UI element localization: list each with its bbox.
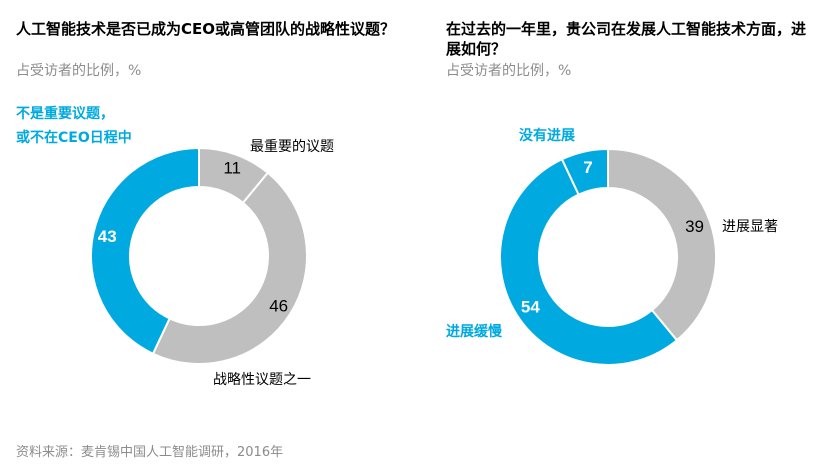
chart2-label-significant: 进展显著 [722, 219, 778, 235]
slice-value-label: 11 [223, 158, 241, 177]
donut-chart-ai-progress: 39 54 7 [499, 147, 717, 366]
donut-slice [499, 157, 679, 366]
chart1-subtitle: 占受访者的比例，% [16, 63, 142, 79]
source-footnote: 资料来源：麦肯锡中国人工智能调研，2016年 [16, 445, 284, 460]
donut-slice [560, 147, 609, 196]
chart1-label-top-agenda: 最重要的议题 [250, 139, 334, 155]
donut-chart-strategic-agenda: 11 46 43 [90, 146, 308, 365]
chart1-blue-label-line1: 不是重要议题， [16, 106, 114, 122]
chart2-label-slow: 进展缓慢 [446, 324, 502, 340]
chart2-title: 在过去的一年里，贵公司在发展人工智能技术方面，进展如何？ [446, 20, 807, 58]
donut-slice [90, 146, 200, 356]
slice-value-label: 46 [269, 296, 288, 315]
slice-value-label: 43 [98, 227, 117, 246]
slice-value-label: 39 [685, 217, 704, 236]
chart2-subtitle: 占受访者的比例，% [446, 63, 572, 79]
chart1-title: 人工智能技术是否已成为CEO或高管团队的战略性议题？ [16, 20, 396, 38]
chart2-label-no-progress: 没有进展 [519, 128, 575, 144]
donut-slice [151, 171, 308, 365]
donut-slice [607, 147, 717, 342]
chart1-blue-label-line2: 或不在CEO日程中 [16, 130, 132, 146]
slice-value-label: 7 [583, 158, 592, 177]
chart1-label-strategic: 战略性议题之一 [213, 372, 311, 388]
slice-value-label: 54 [521, 297, 540, 316]
